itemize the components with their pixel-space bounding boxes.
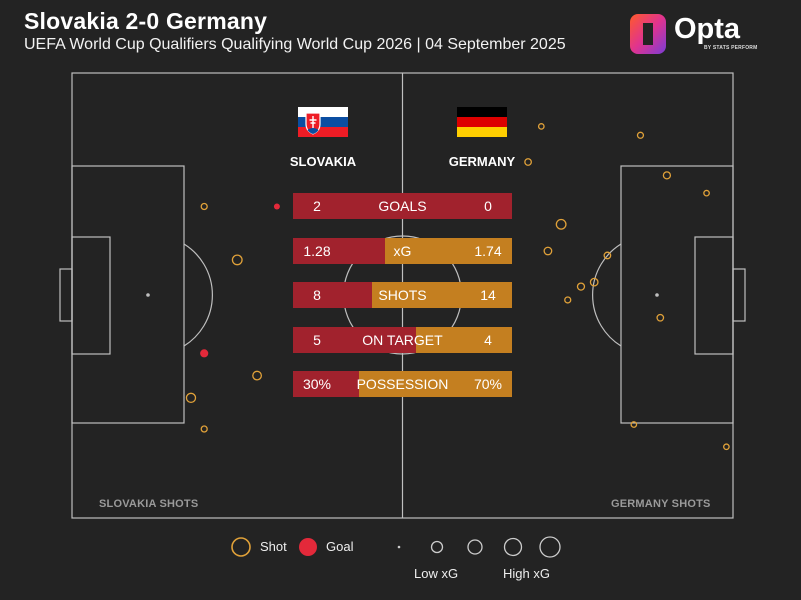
away-shots-label: GERMANY SHOTS	[611, 498, 711, 510]
germany-shot-marker	[555, 218, 567, 230]
right-penalty-box	[620, 165, 734, 424]
left-goal	[59, 268, 73, 322]
stat-label: POSSESSION	[356, 376, 449, 393]
away-stat-bar	[416, 326, 512, 353]
slovakia-shot-marker	[200, 425, 208, 433]
stat-row: 5 ON TARGET 4	[293, 326, 512, 353]
away-stat-value: 0	[484, 198, 492, 214]
germany-shot-marker	[524, 158, 532, 166]
germany-shot-marker	[662, 171, 672, 180]
home-stat-value: 30%	[302, 376, 332, 393]
away-stat-value: 70%	[473, 376, 503, 393]
right-arc	[592, 243, 622, 347]
home-stat-value: 2	[313, 198, 321, 214]
page-subtitle: UEFA World Cup Qualifiers Qualifying Wor…	[24, 36, 566, 53]
stat-row: 1.28 xG 1.74	[293, 237, 512, 264]
stat-row: 30% POSSESSION 70%	[293, 371, 512, 398]
germany-shot-marker	[630, 421, 638, 428]
page-title: Slovakia 2-0 Germany	[24, 8, 268, 34]
legend-low-xg-label: Low xG	[414, 566, 459, 581]
stat-label: SHOTS	[378, 287, 427, 304]
away-stat-value: 14	[480, 287, 496, 304]
opta-wordmark: Opta	[674, 13, 741, 45]
home-shots-label: SLOVAKIA SHOTS	[99, 498, 199, 510]
slovakia-goal-marker	[273, 203, 280, 210]
home-stat-value: 1.28	[303, 242, 331, 259]
home-stat-bar	[293, 326, 416, 353]
opta-tagline: BY STATS PERFORM	[704, 45, 758, 51]
opta-logo-icon	[630, 14, 666, 54]
away-stat-value: 1.74	[474, 242, 502, 259]
home-team-name: SLOVAKIA	[289, 154, 357, 169]
legend-high-xg-label: High xG	[503, 566, 550, 581]
away-stat-bar	[385, 237, 512, 264]
right-six-yard-box	[694, 236, 734, 355]
slovakia-shot-marker	[252, 370, 263, 381]
away-stat-bar	[372, 282, 512, 309]
left-penalty-spot	[146, 293, 150, 297]
germany-shot-marker	[636, 131, 645, 139]
germany-shot-marker	[543, 246, 553, 256]
stat-label: ON TARGET	[362, 331, 443, 348]
stat-label: GOALS	[378, 198, 427, 214]
legend-goal-label: Goal	[326, 539, 354, 554]
slovakia-goal-marker	[200, 349, 209, 358]
away-stat-value: 4	[484, 331, 492, 348]
germany-shot-marker	[576, 282, 586, 291]
germany-flag-icon	[457, 107, 507, 137]
stat-row: 2 GOALS 0	[293, 193, 512, 219]
right-goal	[732, 268, 746, 322]
germany-shot-marker	[589, 277, 599, 287]
home-stat-value: 5	[313, 331, 321, 348]
germany-shot-marker	[723, 443, 730, 451]
slovakia-shot-marker	[185, 392, 197, 404]
germany-shot-marker	[703, 189, 710, 197]
home-stat-value: 8	[313, 287, 321, 304]
slovakia-flag-icon	[298, 107, 348, 137]
left-arc	[183, 243, 213, 347]
stat-label: xG	[393, 242, 412, 259]
left-six-yard-box	[71, 236, 111, 355]
germany-shot-marker	[603, 251, 612, 260]
away-stat-bar	[359, 371, 512, 398]
right-penalty-spot	[655, 293, 659, 297]
home-stat-bar	[293, 282, 372, 309]
germany-shot-marker	[656, 313, 665, 322]
stat-row: 8 SHOTS 14	[293, 282, 512, 309]
away-team-name: GERMANY	[448, 154, 516, 169]
legend-shot-label: Shot	[260, 539, 287, 554]
home-stat-bar	[293, 237, 385, 264]
left-penalty-box	[71, 165, 185, 424]
slovakia-shot-marker	[231, 254, 243, 266]
germany-shot-marker	[564, 296, 572, 304]
slovakia-shot-marker	[200, 202, 208, 211]
germany-shot-marker	[537, 123, 545, 130]
home-stat-bar	[293, 371, 359, 398]
opta-logo: Opta BY STATS PERFORM	[628, 12, 768, 56]
home-stat-bar	[293, 193, 512, 219]
